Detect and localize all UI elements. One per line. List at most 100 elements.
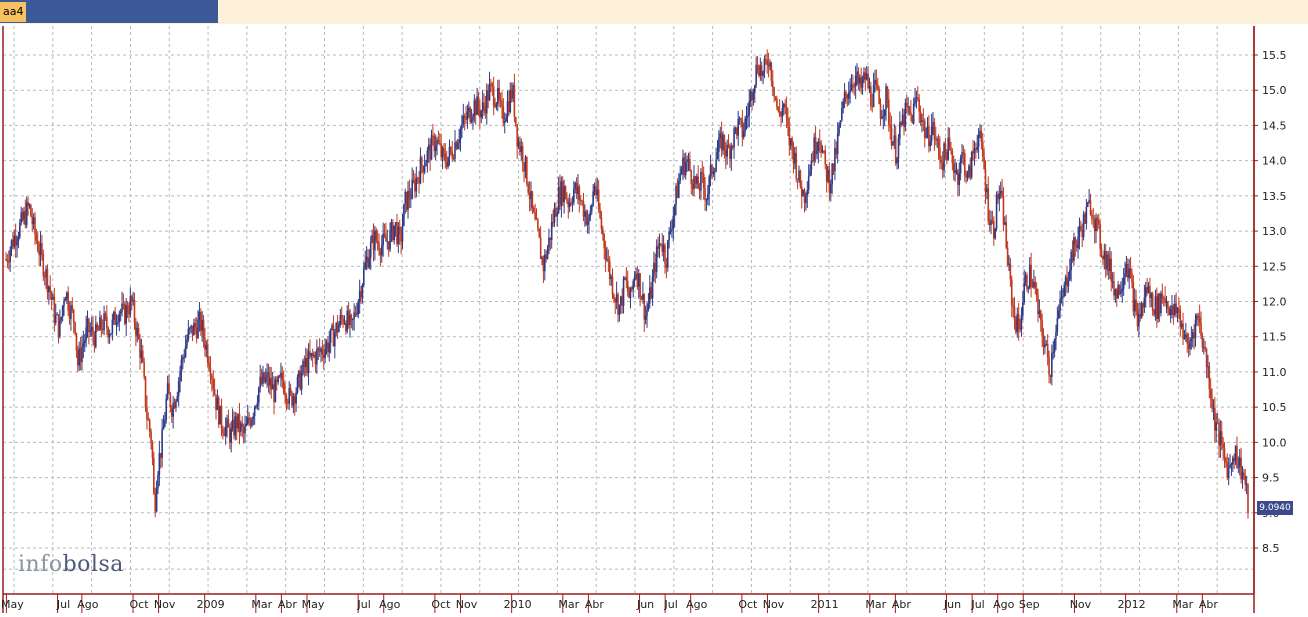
- candle-body: [997, 194, 999, 200]
- candle-body: [479, 108, 481, 118]
- candle-body: [231, 419, 234, 429]
- candle-body: [169, 393, 172, 409]
- candle-body: [1161, 293, 1164, 299]
- candle-body: [216, 397, 219, 411]
- candle-body: [1207, 366, 1209, 368]
- candle-body: [146, 407, 148, 420]
- candle-body: [20, 212, 22, 223]
- candle-body: [711, 164, 713, 175]
- candle-body: [742, 131, 745, 138]
- candle-body: [914, 98, 916, 104]
- chart-area[interactable]: May Jul Ago Oct Nov 2009 Mar Abr May Jul Ago Oct Nov…: [0, 24, 1308, 613]
- candle-body: [455, 142, 458, 149]
- candle-body: [545, 254, 547, 259]
- candle-body: [796, 178, 799, 180]
- candle-body: [1030, 264, 1032, 287]
- candle-body: [704, 187, 706, 200]
- candle-body: [669, 230, 672, 232]
- candle-body: [367, 256, 369, 268]
- candle-body: [673, 205, 676, 217]
- candle-body: [48, 286, 50, 293]
- candle-body: [806, 189, 809, 196]
- y-tick-label: 13.5: [1262, 190, 1287, 203]
- candle-body: [595, 185, 597, 195]
- candle-body: [604, 248, 607, 260]
- candle-body: [508, 101, 510, 112]
- candle-body: [690, 170, 693, 184]
- candle-body: [867, 73, 869, 89]
- candle-body: [1117, 284, 1119, 299]
- candle-body: [468, 107, 470, 112]
- candle-body: [1182, 323, 1184, 339]
- candle-body: [97, 329, 100, 331]
- candle-body: [1122, 277, 1125, 289]
- candle-body: [849, 90, 851, 93]
- candle-body: [1229, 464, 1231, 469]
- candle-body: [100, 317, 103, 329]
- candle-body: [107, 328, 110, 338]
- candle-body: [342, 318, 344, 324]
- candle-body: [9, 250, 11, 263]
- candle-body: [349, 315, 351, 326]
- x-tick-label: Nov: [154, 598, 176, 611]
- candle-body: [881, 116, 883, 119]
- candle-body: [774, 96, 777, 99]
- candle-body: [340, 315, 343, 319]
- candle-body: [733, 128, 735, 148]
- candle-body: [1027, 287, 1030, 289]
- candle-body: [404, 191, 407, 205]
- candle-body: [70, 305, 72, 319]
- candle-body: [320, 348, 322, 352]
- candle-body: [1071, 251, 1074, 261]
- price-chart[interactable]: May Jul Ago Oct Nov 2009 Mar Abr May Jul Ago Oct Nov…: [0, 24, 1308, 613]
- candle-body: [215, 394, 217, 411]
- chart-tab[interactable]: aa4: [0, 0, 218, 23]
- candle-body: [553, 207, 556, 223]
- candle-body: [910, 112, 912, 115]
- candle-body: [528, 192, 531, 200]
- candle-body: [433, 136, 436, 152]
- candle-body: [803, 189, 806, 203]
- candle-body: [1097, 219, 1100, 225]
- candle-body: [16, 241, 18, 246]
- candle-body: [411, 179, 413, 199]
- x-tick-label: Abr: [892, 598, 912, 611]
- candle-body: [879, 103, 882, 119]
- candle-body: [336, 323, 339, 332]
- candle-body: [1063, 284, 1066, 297]
- candle-body: [443, 148, 445, 154]
- candle-body: [1135, 299, 1137, 311]
- candle-body: [994, 228, 996, 239]
- x-tick-label: Jul: [56, 598, 70, 611]
- candle-body: [1132, 282, 1135, 312]
- candle-body: [751, 91, 753, 100]
- candle-body: [82, 343, 85, 347]
- candle-body: [788, 126, 791, 146]
- candle-body: [563, 186, 565, 203]
- candle-body: [165, 398, 168, 420]
- candle-body: [155, 488, 158, 512]
- candle-body: [889, 124, 891, 128]
- candle-body: [374, 230, 376, 251]
- candle-body: [331, 325, 333, 329]
- candle-body: [952, 162, 955, 173]
- candle-body: [477, 96, 480, 109]
- candle-body: [501, 100, 503, 107]
- candle-body: [809, 169, 811, 177]
- candle-body: [1066, 276, 1068, 287]
- candle-body: [488, 83, 491, 101]
- candle-body: [904, 102, 907, 128]
- candle-body: [1173, 303, 1176, 315]
- candle-body: [300, 373, 303, 390]
- candle-body: [944, 143, 947, 152]
- candle-body: [274, 379, 277, 402]
- candle-body: [712, 172, 715, 175]
- candle-body: [543, 254, 546, 272]
- candle-body: [777, 106, 780, 112]
- candle-body: [829, 184, 832, 193]
- candle-body: [234, 416, 237, 436]
- candle-body: [56, 314, 58, 316]
- candle-body: [466, 111, 469, 120]
- x-tick-label: Jun: [943, 598, 961, 611]
- candle-body: [1232, 457, 1234, 465]
